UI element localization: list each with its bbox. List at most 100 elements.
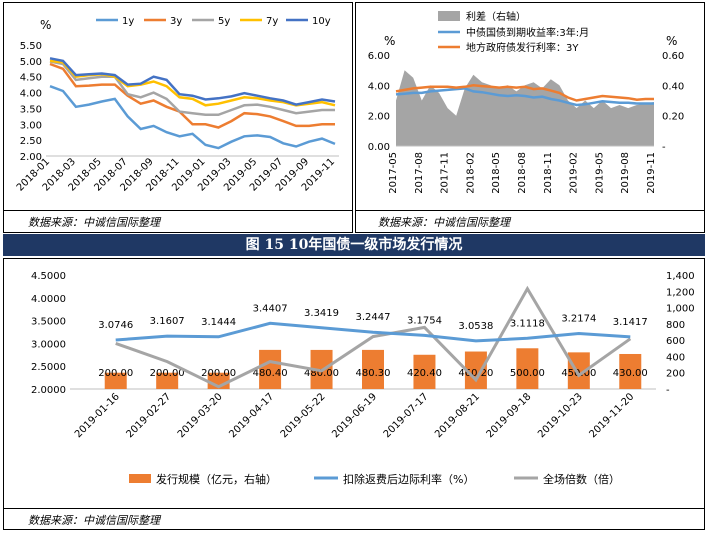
bar: [567, 352, 590, 389]
bar: [619, 353, 642, 389]
y2-tick-label: 600: [666, 336, 685, 347]
y-tick-label: 3.50: [20, 104, 42, 115]
bar: [104, 372, 127, 389]
y-tick-label: 6.00: [368, 51, 390, 62]
y-tick-label: 2.0000: [31, 385, 66, 396]
y-tick-label: 5.00: [20, 57, 42, 68]
x-tick-label: 2017-05: [388, 152, 399, 194]
y2-tick-label: -: [666, 385, 670, 396]
series-line-10y: [49, 57, 336, 106]
y-tick-label: 2.00: [368, 112, 390, 123]
spread-chart: % % 6.00 4.00 2.00 0.00 0.60 0.40 0.20 - 2017-05 20…: [368, 10, 685, 194]
y-tick-label: 0.00: [368, 142, 390, 153]
series-line-rate: [115, 321, 631, 343]
spread-panel: %% 6.00 4.00 2.00 0.00 0.60 0.40 0.20 - 2017-05 20…: [355, 2, 705, 233]
x-tick-label: 2018-02: [465, 152, 476, 194]
divider: [356, 210, 704, 211]
source-note: 数据来源：中诚信国际整理: [28, 514, 160, 527]
y-tick-label: 2.00: [20, 152, 42, 163]
bar: [259, 349, 282, 389]
legend-label: 10y: [312, 16, 331, 27]
legend-label: 5y: [218, 16, 230, 27]
bar-label: 420.40: [407, 368, 442, 379]
y2-tick-label: 0.40: [662, 81, 684, 92]
series-line-7y: [49, 59, 336, 107]
legend-label: 地方政府债发行利率：3Y: [466, 41, 579, 54]
y-tick-label: 4.00: [368, 81, 390, 92]
issuance-panel: 4.5000 4.0000 3.5000 3.0000 2.5000 2.0000 1,40…: [3, 258, 705, 530]
y-tick-label: 3.00: [20, 120, 42, 131]
source-note: 数据来源：中诚信国际整理: [28, 216, 160, 229]
rate-label: 3.0746: [98, 320, 133, 331]
series-line-1: [395, 87, 654, 107]
y-tick-label: 4.0000: [31, 294, 66, 305]
series-line-2: [395, 84, 654, 102]
series-line-3y: [49, 62, 335, 129]
legend-swatch: [438, 11, 460, 21]
series-line-multiple: [115, 285, 632, 389]
rate-label: 3.1607: [150, 316, 185, 327]
legend-label: 1y: [122, 16, 134, 27]
issuance-chart: 4.5000 4.0000 3.5000 3.0000 2.5000 2.0000 1,40…: [31, 271, 695, 486]
y2-tick-label: -: [662, 142, 666, 153]
bar-label: 480.30: [356, 368, 391, 379]
x-tick-label: 2019-07-17: [382, 391, 431, 440]
x-tick-label: 2019-02: [569, 152, 580, 194]
x-tick-label: 2019-05: [594, 152, 605, 194]
x-tick-label: 2019-04-17: [227, 391, 276, 440]
bar: [156, 372, 179, 389]
y-tick-label: 4.50: [20, 73, 42, 84]
bar-label: 200.00: [98, 368, 133, 379]
source-note: 数据来源：中诚信国际整理: [378, 216, 510, 229]
y-tick-label: 2.50: [20, 136, 42, 147]
bar-label: 200.00: [150, 368, 185, 379]
x-tick-label: 2019-03-20: [176, 391, 225, 440]
series-line-1y: [49, 85, 336, 150]
y2-tick-label: 400: [666, 352, 685, 363]
x-tick-label: 2019-08-21: [433, 391, 482, 440]
y-tick-label: 4.5000: [31, 271, 66, 282]
x-tick-label: 2019-11: [646, 152, 657, 194]
x-tick-label: 2019-01-16: [73, 391, 122, 440]
left-unit-label: %: [384, 34, 395, 48]
legend-label: 全场倍数（倍）: [543, 472, 620, 486]
bar: [516, 348, 539, 389]
rate-label: 3.1417: [613, 317, 648, 328]
x-tick-label: 2019-09-18: [485, 391, 534, 440]
x-tick-label: 2018-05: [491, 152, 502, 194]
legend-label: 3y: [170, 16, 182, 27]
y-tick-label: 3.5000: [31, 317, 66, 328]
bar-label: 480.00: [304, 368, 339, 379]
bar-label: 480.40: [253, 368, 288, 379]
divider: [4, 210, 352, 211]
bar: [413, 354, 436, 389]
rate-label: 3.0538: [458, 321, 493, 332]
series-line-5y: [49, 60, 335, 117]
x-tick-label: 2017-08: [414, 152, 425, 194]
x-tick-label: 2019-06-19: [330, 391, 379, 440]
bar-label: 500.00: [510, 368, 545, 379]
y2-tick-label: 200: [666, 369, 685, 380]
divider: [4, 508, 704, 509]
x-tick-label: 2019-11-20: [588, 391, 637, 440]
x-tick-label: 2019-10-23: [536, 391, 585, 440]
y-tick-label: 2.5000: [31, 362, 66, 373]
rate-label: 3.2447: [356, 312, 391, 323]
rate-label: 3.1754: [407, 315, 442, 326]
y2-tick-label: 0.20: [662, 112, 684, 123]
treasury-yield-chart: %5.505.004.504.003.503.002.502.002018-01…: [15, 16, 339, 194]
bar-label: 460.20: [458, 368, 493, 379]
x-tick-label: 2019-02-27: [124, 391, 173, 440]
x-tick-label: 2018-08: [517, 152, 528, 194]
legend-label: 中债国债到期收益率:3年:月: [466, 26, 589, 39]
legend-label: 利差（右轴）: [466, 10, 526, 23]
rate-label: 3.3419: [304, 308, 339, 319]
yield-curve-panel: % 5.50 5.00 4.50 4.00 3.50 3.00 2.50 2.00 2018-01…: [3, 2, 353, 233]
rate-label: 3.4407: [253, 303, 288, 314]
legend-swatch: [129, 474, 151, 483]
right-unit-label: %: [666, 34, 677, 48]
rate-label: 3.1444: [201, 317, 236, 328]
y-tick-label: 4.00: [20, 89, 42, 100]
y2-tick-label: 1,000: [666, 304, 695, 315]
y-tick-label: 5.50: [20, 41, 42, 52]
